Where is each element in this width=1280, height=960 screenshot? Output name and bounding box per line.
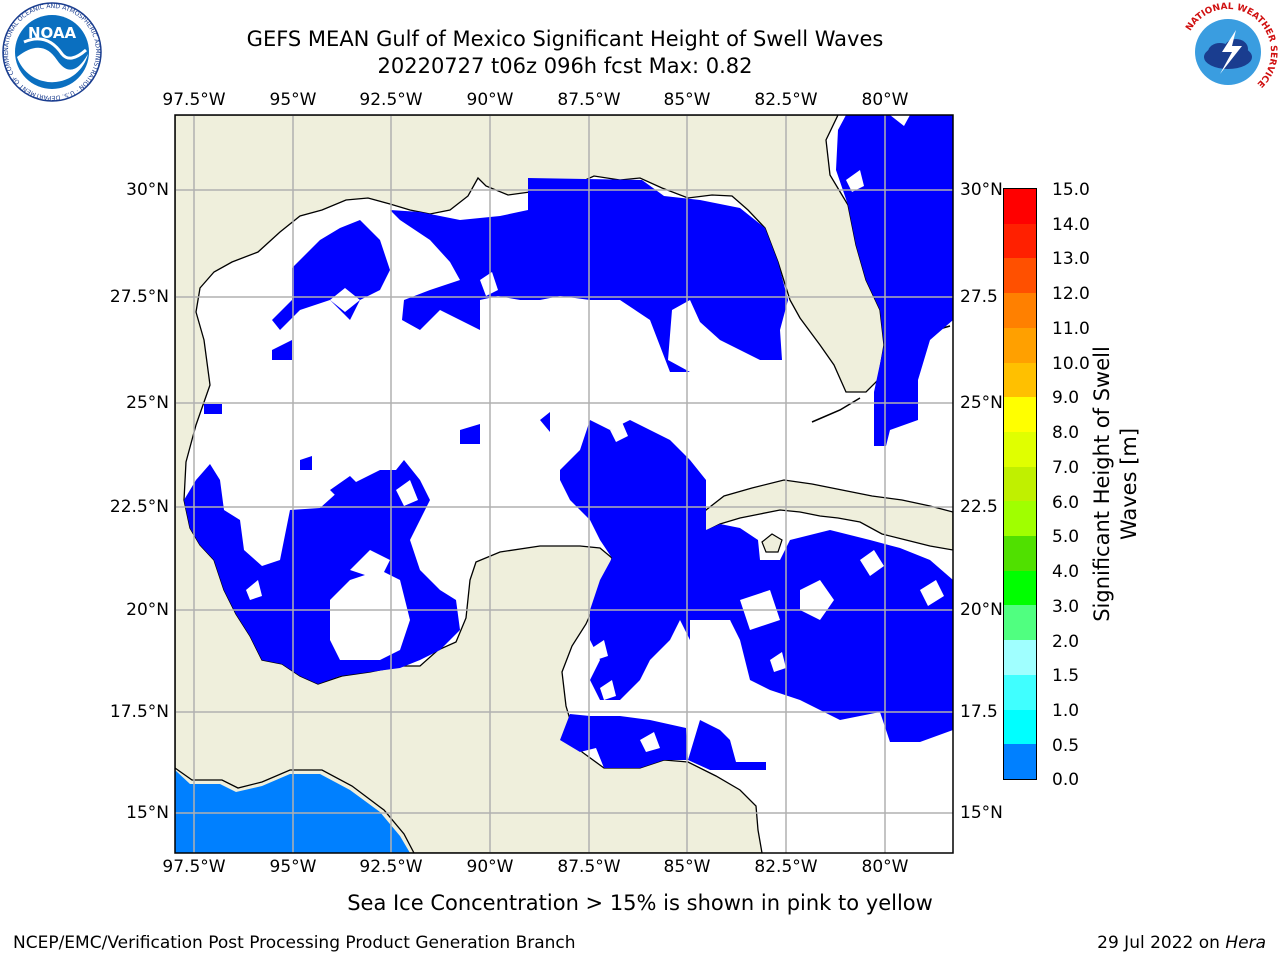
map-gridlines <box>175 115 953 853</box>
footer-machine: Hera <box>1225 933 1266 953</box>
colorbar-tick: 2.0 <box>1052 632 1080 652</box>
colorbar-tick: 5.0 <box>1052 527 1080 547</box>
footer-date: 29 Jul 2022 on Hera <box>1097 933 1266 953</box>
colorbar-tick: 9.0 <box>1052 388 1080 408</box>
colorbar-tick: 0.0 <box>1052 770 1080 790</box>
noaa-logo-text: NOAA <box>28 24 77 42</box>
lat-label-right: 25°N <box>960 393 1003 413</box>
lat-label-right: 22.5 <box>960 497 998 517</box>
lat-label-left: 20°N <box>126 600 169 620</box>
lon-label-bottom: 82.5°W <box>754 857 818 877</box>
lon-label-bottom: 92.5°W <box>359 857 423 877</box>
colorbar-segment <box>1004 536 1036 571</box>
lon-label-bottom: 80°W <box>861 857 909 877</box>
colorbar-segment <box>1004 397 1036 432</box>
colorbar-tick: 4.0 <box>1052 562 1080 582</box>
lat-label-right: 15°N <box>960 803 1003 823</box>
lon-label-top: 90°W <box>466 90 514 110</box>
lat-label-left: 22.5°N <box>109 497 169 517</box>
colorbar-tick: 11.0 <box>1052 319 1090 339</box>
lat-label-right: 27.5 <box>960 287 998 307</box>
colorbar-tick: 10.0 <box>1052 354 1090 374</box>
colorbar-segment <box>1004 362 1036 398</box>
colorbar-segment <box>1004 501 1036 537</box>
land-isle-of-youth <box>761 533 783 553</box>
lon-label-top: 87.5°W <box>557 90 621 110</box>
colorbar-tick: 14.0 <box>1052 215 1090 235</box>
colorbar-title: Significant Height of Swell Waves [m] <box>1090 346 1141 622</box>
land-cuba <box>690 479 953 551</box>
lat-label-left: 30°N <box>126 180 169 200</box>
colorbar-segment <box>1004 674 1036 710</box>
colorbar-segment <box>1004 327 1036 363</box>
colorbar-tick: 6.0 <box>1052 493 1080 513</box>
colorbar-segment <box>1004 605 1036 641</box>
colorbar-segment <box>1004 640 1036 675</box>
land-north-america <box>175 115 885 853</box>
lon-label-top: 92.5°W <box>359 90 423 110</box>
colorbar-tick: 7.0 <box>1052 458 1080 478</box>
lon-label-top: 97.5°W <box>162 90 226 110</box>
lon-label-bottom: 90°W <box>466 857 514 877</box>
colorbar-segment <box>1004 466 1036 502</box>
sea-ice-caption: Sea Ice Concentration > 15% is shown in … <box>347 891 933 915</box>
colorbar-tick: 3.0 <box>1052 597 1080 617</box>
lon-label-top: 80°W <box>861 90 909 110</box>
lat-label-left: 27.5°N <box>109 287 169 307</box>
colorbar-segment <box>1004 189 1036 224</box>
colorbar-tick: 12.0 <box>1052 284 1090 304</box>
lon-label-top: 95°W <box>269 90 317 110</box>
colorbar-tick: 1.0 <box>1052 701 1080 721</box>
colorbar-segment <box>1004 431 1036 467</box>
colorbar-segment <box>1004 223 1036 259</box>
colorbar-segment <box>1004 709 1036 745</box>
colorbar-tick: 1.5 <box>1052 666 1080 686</box>
colorbar-segment <box>1004 744 1036 779</box>
colorbar-tick: 15.0 <box>1052 180 1090 200</box>
colorbar-tick: 8.0 <box>1052 423 1080 443</box>
lat-label-right: 30°N <box>960 180 1003 200</box>
colorbar-segment <box>1004 293 1036 328</box>
lat-label-right: 20°N <box>960 600 1003 620</box>
chart-subtitle: 20220727 t06z 096h fcst Max: 0.82 <box>377 54 753 78</box>
colorbar-tick: 0.5 <box>1052 736 1080 756</box>
lat-label-left: 15°N <box>126 803 169 823</box>
lon-label-top: 82.5°W <box>754 90 818 110</box>
lon-label-bottom: 85°W <box>663 857 711 877</box>
lon-label-top: 85°W <box>663 90 711 110</box>
map-frame <box>174 114 954 854</box>
footer-credit: NCEP/EMC/Verification Post Processing Pr… <box>13 933 576 953</box>
colorbar-tick: 13.0 <box>1052 249 1090 269</box>
colorbar <box>1003 188 1037 780</box>
lon-label-bottom: 87.5°W <box>557 857 621 877</box>
lat-label-right: 17.5 <box>960 702 998 722</box>
chart-title: GEFS MEAN Gulf of Mexico Significant Hei… <box>246 27 884 51</box>
noaa-logo: NATIONAL OCEANIC AND ATMOSPHERIC ADMINIS… <box>2 2 102 102</box>
colorbar-segment <box>1004 570 1036 606</box>
lat-label-left: 25°N <box>126 393 169 413</box>
lon-label-bottom: 97.5°W <box>162 857 226 877</box>
colorbar-segment <box>1004 258 1036 294</box>
lon-label-bottom: 95°W <box>269 857 317 877</box>
lat-label-left: 17.5°N <box>109 702 169 722</box>
nws-logo: NATIONAL WEATHER SERVICE <box>1179 2 1278 101</box>
